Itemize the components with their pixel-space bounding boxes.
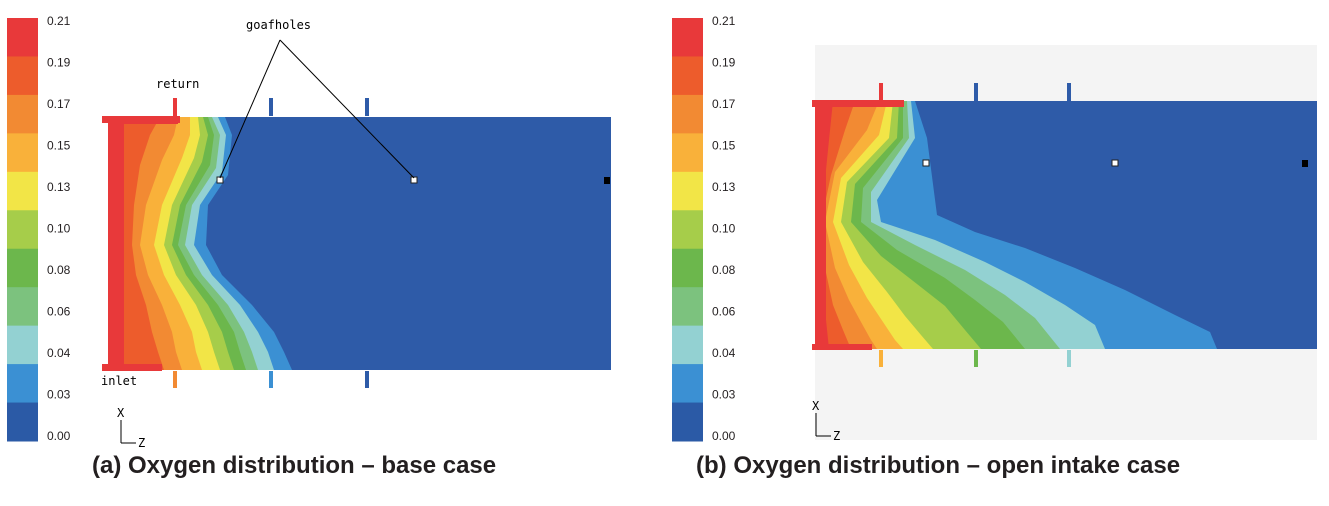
color-legend: 0.21 0.19 0.17 0.15 0.13 0.10 0.08 0.06 0.04 0.03…	[7, 14, 71, 443]
axis-triad: X Z	[812, 399, 840, 443]
outlet-marker	[1302, 160, 1308, 167]
legend-swatch	[7, 248, 38, 288]
legend-swatch	[7, 325, 38, 365]
legend-swatch	[672, 364, 703, 404]
bottom-marker-3	[365, 371, 369, 388]
legend-tick-label: 0.03	[47, 388, 71, 402]
legend-swatch	[7, 133, 38, 173]
return-rail	[102, 116, 180, 123]
inlet-rail	[812, 344, 872, 350]
legend-swatch	[7, 171, 38, 211]
legend-tick-label: 0.10	[712, 222, 736, 236]
left-rail	[821, 100, 826, 350]
goafhole-marker-2	[1111, 159, 1119, 167]
legend-swatch	[672, 210, 703, 250]
top-marker-3	[365, 98, 369, 116]
inlet-marker	[173, 371, 177, 388]
axis-z-label: Z	[138, 436, 145, 450]
legend-swatch	[672, 171, 703, 211]
legend-swatch	[7, 364, 38, 404]
goafhole-marker-1	[922, 159, 930, 167]
legend-swatch	[672, 325, 703, 365]
legend-tick-label: 0.17	[712, 97, 736, 111]
legend-tick-label: 0.19	[712, 56, 736, 70]
legend-tick-label: 0.06	[712, 305, 736, 319]
legend-swatch	[7, 210, 38, 250]
legend-swatch	[7, 94, 38, 134]
legend-tick-label: 0.00	[47, 429, 71, 443]
return-marker	[173, 98, 177, 116]
axis-x-label: X	[117, 406, 125, 420]
oxygen-contour-plot	[102, 116, 611, 371]
axis-x-label: X	[812, 399, 820, 413]
outlet-marker	[604, 177, 610, 184]
panel-base-case: 0.21 0.19 0.17 0.15 0.13 0.10 0.08 0.06 0.04 0.03…	[0, 0, 664, 506]
legend-tick-label: 0.06	[47, 305, 71, 319]
legend-swatch	[672, 18, 703, 57]
legend-swatch	[672, 94, 703, 134]
legend-tick-label: 0.08	[712, 263, 736, 277]
return-rail	[812, 100, 904, 107]
legend-swatch	[672, 133, 703, 173]
inlet-rail	[102, 364, 162, 371]
legend-tick-label: 0.19	[47, 56, 71, 70]
color-legend: 0.21 0.19 0.17 0.15 0.13 0.10 0.08 0.06 0.04 0.03…	[672, 14, 736, 443]
legend-swatch	[672, 402, 703, 442]
top-marker-2	[269, 98, 273, 116]
axis-z-label: Z	[833, 429, 840, 443]
legend-tick-label: 0.13	[712, 180, 736, 194]
contour-band-021	[108, 117, 178, 370]
legend-swatch	[7, 56, 38, 96]
oxygen-contour-plot	[812, 100, 1317, 350]
legend-swatch	[672, 56, 703, 96]
legend-tick-label: 0.08	[47, 263, 71, 277]
legend-tick-label: 0.10	[47, 222, 71, 236]
caption-b: (b) Oxygen distribution – open intake ca…	[696, 452, 1181, 479]
top-marker-2	[974, 83, 978, 101]
legend-swatch	[7, 402, 38, 442]
caption-a: (a) Oxygen distribution – base case	[92, 452, 497, 479]
panel-b-figure: 0.21 0.19 0.17 0.15 0.13 0.10 0.08 0.06 0.04 0.03…	[672, 14, 1317, 443]
legend-tick-label: 0.21	[712, 14, 736, 28]
panel-open-intake-case: 0.21 0.19 0.17 0.15 0.13 0.10 0.08 0.06 0.04 0.03…	[665, 0, 1329, 506]
goafhole-marker-2	[410, 176, 418, 184]
bottom-marker-2	[974, 350, 978, 367]
panel-a-figure: 0.21 0.19 0.17 0.15 0.13 0.10 0.08 0.06 0.04 0.03…	[7, 14, 611, 450]
inlet-label: inlet	[101, 374, 137, 388]
legend-tick-label: 0.04	[47, 346, 71, 360]
top-marker-1	[879, 83, 883, 101]
contour-band-021	[815, 101, 833, 349]
legend-tick-label: 0.00	[712, 429, 736, 443]
legend-tick-label: 0.17	[47, 97, 71, 111]
leader-line-2	[279, 39, 415, 179]
legend-tick-label: 0.04	[712, 346, 736, 360]
leader-line-1	[219, 39, 281, 179]
legend-swatch	[7, 287, 38, 327]
bottom-marker-1	[879, 350, 883, 367]
legend-tick-label: 0.21	[47, 14, 71, 28]
legend-tick-label: 0.15	[47, 139, 71, 153]
legend-swatch	[672, 248, 703, 288]
axis-triad: X Z	[117, 406, 145, 450]
legend-tick-label: 0.15	[712, 139, 736, 153]
legend-tick-label: 0.13	[47, 180, 71, 194]
legend-tick-label: 0.03	[712, 388, 736, 402]
legend-swatch	[672, 287, 703, 327]
bottom-marker-3	[1067, 350, 1071, 367]
top-marker-3	[1067, 83, 1071, 101]
bottom-marker-2	[269, 371, 273, 388]
return-label: return	[156, 77, 199, 91]
legend-swatch	[7, 18, 38, 57]
goafholes-label: goafholes	[246, 18, 311, 32]
